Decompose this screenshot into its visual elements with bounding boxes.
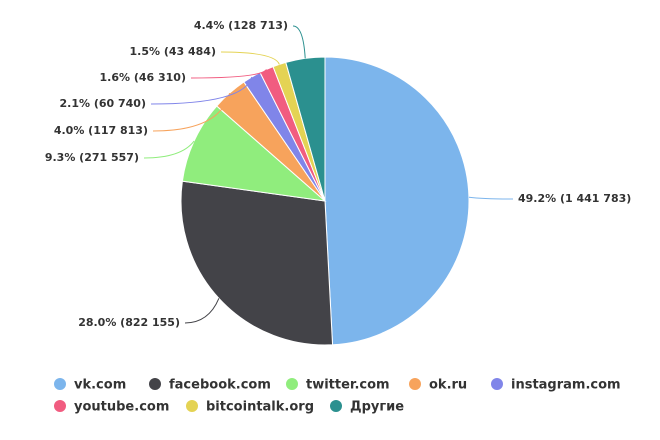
data-label: 4.0% (117 813) — [54, 124, 148, 137]
legend-marker — [149, 378, 161, 390]
legend-marker — [409, 378, 421, 390]
connector — [150, 76, 253, 105]
connector — [220, 51, 280, 65]
connector — [152, 93, 231, 132]
data-label: 49.2% (1 441 783) — [518, 192, 631, 205]
data-label: 2.1% (60 740) — [60, 97, 147, 110]
pie-slice[interactable] — [180, 180, 334, 346]
connector — [190, 69, 267, 79]
connector — [184, 298, 220, 324]
legend-label[interactable]: facebook.com — [169, 378, 271, 393]
pie-slice[interactable] — [285, 56, 326, 202]
pie-slice[interactable] — [324, 56, 470, 346]
data-label: 28.0% (822 155) — [78, 316, 180, 329]
data-label: 9.3% (271 557) — [45, 151, 139, 164]
data-label: 1.6% (46 310) — [100, 71, 187, 84]
legend-marker — [286, 378, 298, 390]
legend-marker — [186, 400, 198, 412]
connector — [143, 140, 195, 159]
legend-label[interactable]: Другие — [350, 400, 404, 415]
legend-marker — [54, 378, 66, 390]
legend-label[interactable]: ok.ru — [429, 378, 467, 393]
legend-label[interactable]: twitter.com — [306, 378, 390, 393]
legend-marker — [330, 400, 342, 412]
pie-slice[interactable] — [181, 105, 327, 202]
legend-marker — [491, 378, 503, 390]
data-label: 4.4% (128 713) — [194, 19, 288, 32]
legend-label[interactable]: vk.com — [74, 378, 126, 393]
legend-label[interactable]: youtube.com — [74, 400, 169, 415]
legend-label[interactable]: bitcointalk.org — [206, 400, 314, 415]
legend-marker — [54, 400, 66, 412]
connector — [292, 25, 306, 59]
data-label: 1.5% (43 484) — [130, 45, 217, 58]
legend-label[interactable]: instagram.com — [511, 378, 621, 393]
connector — [468, 196, 514, 200]
